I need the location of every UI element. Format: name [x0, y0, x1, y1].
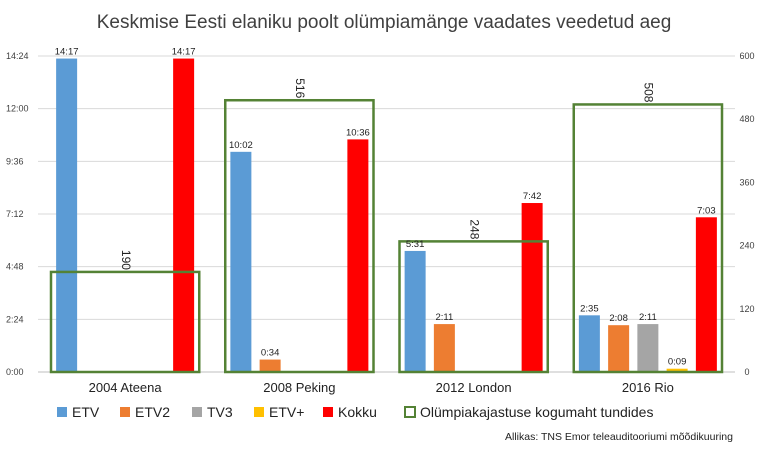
legend: ETV ETV2 TV3 ETV+ Kokku Olümpiakajastuse kogu…	[57, 404, 653, 420]
data-label: 14:17	[55, 47, 79, 58]
left-tick-label: 0:00	[6, 367, 24, 377]
legend-label: ETV2	[135, 404, 170, 420]
right-tick-label: 240	[739, 241, 754, 251]
left-tick-label: 7:12	[6, 209, 24, 219]
bar-etv	[404, 250, 426, 372]
bar-etv2	[608, 325, 630, 372]
category-label: 2004 Ateena	[89, 380, 163, 395]
left-tick-label: 12:00	[6, 104, 29, 114]
data-label: 0:34	[261, 348, 280, 359]
bar-etv	[56, 58, 78, 373]
data-label: 2:11	[435, 312, 453, 323]
category-label: 2012 London	[436, 380, 512, 395]
right-tick-label: 600	[739, 51, 754, 61]
legend-swatch	[404, 406, 416, 418]
legend-swatch	[57, 407, 67, 417]
left-tick-label: 2:24	[6, 314, 24, 324]
category-label: 2016 Rio	[622, 380, 674, 395]
coverage-label: 508	[642, 82, 656, 102]
data-label: 14:17	[172, 47, 196, 58]
data-label: 0:09	[668, 357, 687, 368]
data-label: 2:35	[580, 303, 599, 314]
right-tick-label: 480	[739, 114, 754, 124]
legend-label: Kokku	[338, 404, 377, 420]
coverage-box	[49, 270, 201, 374]
coverage-box	[572, 103, 724, 374]
legend-swatch	[192, 407, 202, 417]
bar-kokku	[173, 58, 195, 373]
data-label: 10:02	[229, 140, 253, 151]
bar-etv2	[433, 324, 455, 372]
chart-title: Keskmise Eesti elaniku poolt olümpiamäng…	[97, 12, 672, 33]
data-label: 2:08	[609, 313, 628, 324]
bar-kokku	[347, 139, 369, 372]
bar-etv2	[259, 359, 281, 372]
left-tick-label: 4:48	[6, 262, 24, 272]
data-label: 5:31	[406, 239, 425, 250]
data-label: 2:11	[639, 312, 657, 323]
right-tick-label: 0	[744, 367, 749, 377]
legend-label: ETV+	[269, 404, 304, 420]
legend-swatch	[254, 407, 264, 417]
bars	[56, 58, 717, 373]
coverage-boxes	[49, 98, 724, 374]
bar-etv	[578, 315, 600, 372]
source-note: Allikas: TNS Emor teleauditooriumi mõõdi…	[505, 431, 733, 443]
data-label: 7:42	[523, 191, 542, 202]
bar-kokku	[521, 203, 543, 372]
coverage-label: 516	[293, 78, 307, 98]
data-label: 10:36	[346, 127, 370, 138]
legend-swatch	[323, 407, 333, 417]
data-labels: 14:17 14:17 190 10:02 0:34 10:36 516 5:31 2:11 7:…	[55, 47, 716, 368]
left-tick-label: 9:36	[6, 156, 24, 166]
bar-kokku	[695, 217, 717, 372]
legend-label: ETV	[72, 404, 100, 420]
bar-tv3	[637, 324, 659, 372]
coverage-box	[224, 98, 375, 374]
right-tick-label: 120	[739, 304, 754, 314]
data-label: 7:03	[697, 205, 716, 216]
bar-etv	[230, 151, 252, 372]
coverage-label: 248	[467, 219, 481, 239]
legend-swatch	[120, 407, 130, 417]
legend-label: TV3	[207, 404, 233, 420]
category-label: 2008 Peking	[263, 380, 335, 395]
bar-etv	[666, 368, 688, 372]
left-tick-label: 14:24	[6, 51, 29, 61]
axes: 0:00 2:24 4:48 7:12 9:36 12:00 14:24 0 120 240 360…	[6, 51, 755, 395]
right-tick-label: 360	[739, 177, 754, 187]
coverage-box	[398, 240, 549, 374]
legend-label: Olümpiakajastuse kogumaht tundides	[420, 404, 653, 420]
coverage-label: 190	[119, 250, 133, 270]
